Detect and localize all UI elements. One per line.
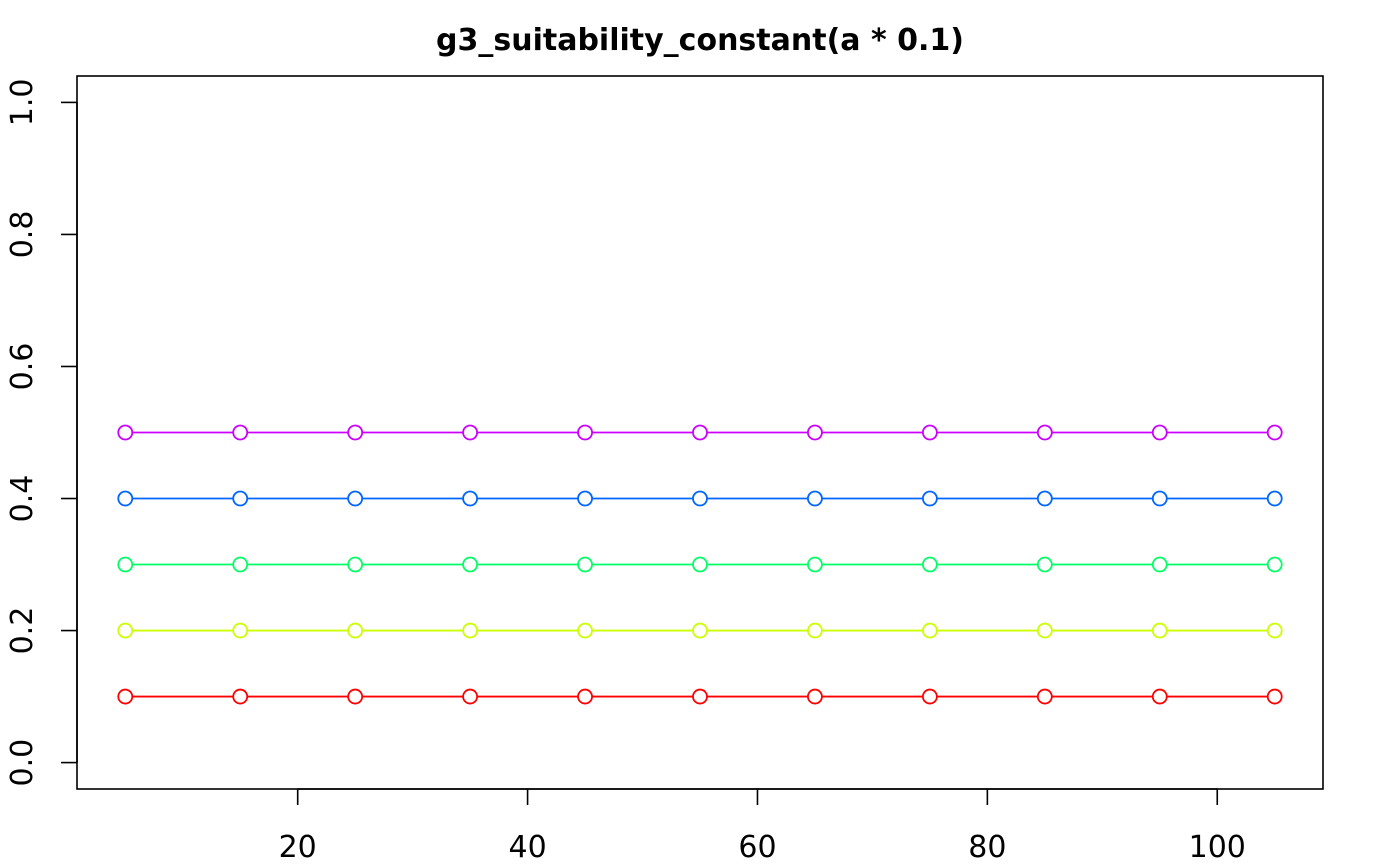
data-point [1036,490,1053,507]
y-tick-label: 1.0 [5,79,40,127]
data-point [921,424,938,441]
data-point [807,424,823,441]
data-point [462,556,479,573]
data-point [807,556,823,573]
data-point [232,490,249,507]
data-point [1151,688,1168,705]
data-point [921,622,938,639]
data-point [1266,424,1283,441]
data-point [462,424,479,441]
data-point [347,490,364,507]
data-point [577,490,593,507]
data-point [462,490,479,507]
data-point [1266,622,1283,639]
data-point [1151,424,1168,441]
data-point [347,688,364,705]
data-point [347,622,364,639]
data-point [577,424,593,441]
data-point [232,688,249,705]
data-point [577,556,593,573]
series-5 [117,424,1283,441]
data-point [117,622,134,639]
data-point [577,622,593,639]
data-point [117,556,134,573]
data-point [1266,556,1283,573]
data-point [117,424,134,441]
y-tick-label: 0.4 [5,475,40,523]
y-tick-label: 0.2 [5,607,40,655]
data-point [1036,556,1053,573]
data-point [1036,424,1053,441]
data-point [462,622,479,639]
y-tick-label: 0.8 [5,211,40,259]
data-point [1151,490,1168,507]
x-tick-label: 20 [279,830,317,865]
data-point [692,622,708,639]
data-point [117,490,134,507]
data-point [1151,556,1168,573]
data-point [1151,622,1168,639]
data-point [1266,688,1283,705]
data-point [692,556,708,573]
series-3 [117,556,1283,573]
data-point [921,688,938,705]
data-point [232,622,249,639]
x-tick-label: 60 [738,830,776,865]
series-1 [117,688,1283,705]
data-point [117,688,134,705]
x-tick-label: 80 [968,830,1006,865]
x-tick-label: 40 [508,830,546,865]
data-point [347,424,364,441]
data-point [692,424,708,441]
data-point [1036,622,1053,639]
x-tick-label: 100 [1189,830,1246,865]
data-point [921,556,938,573]
data-point [1036,688,1053,705]
x-axis: 20 40 60 80 100 [279,788,1246,865]
data-point [232,424,249,441]
data-point [577,688,593,705]
series-layer [117,424,1283,705]
data-point [692,490,708,507]
data-point [462,688,479,705]
chart-title: g3_suitability_constant(a * 0.1) [436,23,964,58]
data-point [921,490,938,507]
y-tick-label: 0.0 [5,739,40,787]
series-2 [117,622,1283,639]
series-4 [117,490,1283,507]
data-point [807,688,823,705]
y-axis: 0.0 0.2 0.4 0.6 0.8 1.0 [5,79,78,787]
data-point [807,490,823,507]
data-point [232,556,249,573]
data-point [692,688,708,705]
data-point [807,622,823,639]
data-point [347,556,364,573]
y-tick-label: 0.6 [5,343,40,391]
data-point [1266,490,1283,507]
